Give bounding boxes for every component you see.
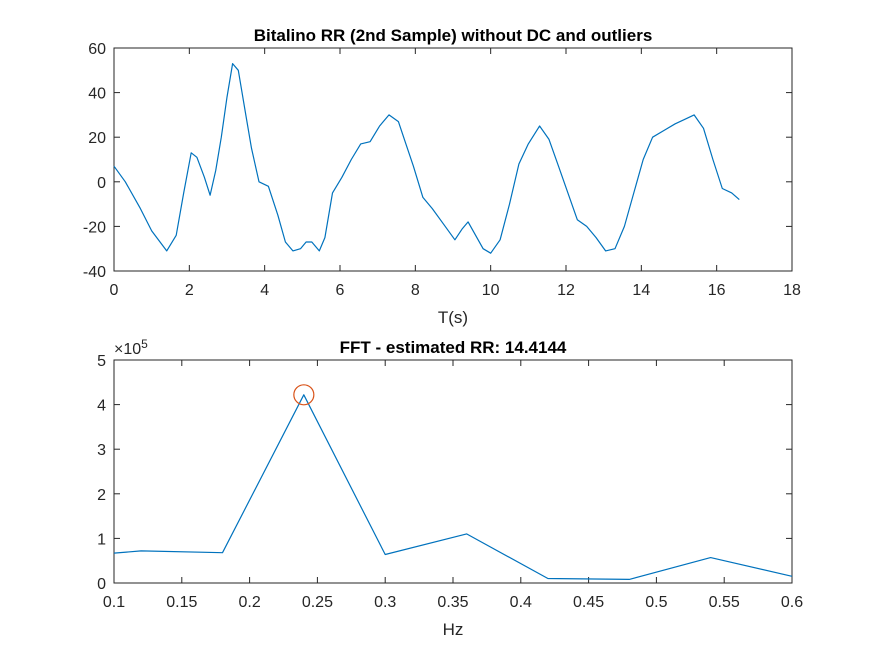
time-signal-x-tick-label: 12 (557, 282, 575, 299)
fft-plot: FFT - estimated RR: 14.4144 ×105 0.1 0.15… (97, 337, 803, 639)
fft-y-tick-label: 3 (97, 442, 106, 459)
fft-x-tick-label: 0.5 (645, 594, 667, 611)
time-signal-x-tick-label: 4 (260, 282, 269, 299)
time-signal-series-line (113, 63, 740, 254)
fft-x-tick-label: 0.55 (709, 594, 740, 611)
fft-x-tick-label: 0.6 (781, 594, 803, 611)
time-signal-y-tick-label: 20 (88, 130, 106, 147)
fft-series-line (113, 394, 793, 580)
time-signal-x-tick-label: 2 (185, 282, 194, 299)
time-signal-x-label: T(s) (438, 308, 468, 327)
fft-x-tick-label: 0.25 (302, 594, 333, 611)
fft-title: FFT - estimated RR: 14.4144 (340, 338, 567, 357)
time-signal-x-tick-label: 18 (783, 282, 801, 299)
time-signal-y-tick-label: 60 (88, 41, 106, 58)
fft-y-tick-label: 0 (97, 576, 106, 593)
fft-x-tick-label: 0.3 (374, 594, 396, 611)
fft-y-tick-label: 2 (97, 487, 106, 504)
fft-x-tick-label: 0.1 (103, 594, 125, 611)
fft-y-tick-label: 5 (97, 353, 106, 370)
fft-peak-marker (293, 384, 315, 406)
fft-plot-area (113, 359, 793, 584)
fft-y-tick-label: 4 (97, 398, 106, 415)
time-signal-y-tick-label: -40 (83, 264, 106, 281)
fft-x-label: Hz (443, 620, 464, 639)
time-signal-x-tick-label: 0 (110, 282, 119, 299)
fft-x-ticks: 0.1 0.15 0.2 0.25 0.3 0.35 0.4 0.45 0.5 0.55 0.6 (103, 360, 803, 611)
time-signal-x-tick-label: 16 (708, 282, 726, 299)
time-signal-x-tick-label: 8 (411, 282, 420, 299)
time-signal-y-tick-label: 0 (97, 175, 106, 192)
time-signal-x-tick-label: 14 (632, 282, 650, 299)
time-signal-plot-area (113, 47, 793, 272)
fft-y-ticks: 0 1 2 3 4 5 (97, 353, 792, 593)
time-signal-x-tick-label: 10 (482, 282, 500, 299)
time-signal-x-tick-label: 6 (336, 282, 345, 299)
fft-x-tick-label: 0.2 (238, 594, 260, 611)
fft-x-tick-label: 0.4 (510, 594, 532, 611)
fft-x-tick-label: 0.35 (437, 594, 468, 611)
time-signal-plot: Bitalino RR (2nd Sample) without DC and … (83, 26, 801, 327)
time-signal-title: Bitalino RR (2nd Sample) without DC and … (254, 26, 653, 45)
fft-y-multiplier: ×105 (114, 337, 148, 358)
fft-x-tick-label: 0.45 (573, 594, 604, 611)
time-signal-x-ticks: 0 2 4 6 8 10 12 14 16 18 (110, 48, 801, 299)
time-signal-y-tick-label: -20 (83, 219, 106, 236)
time-signal-y-ticks: -40 -20 0 20 40 60 (83, 41, 792, 281)
time-signal-y-tick-label: 40 (88, 86, 106, 103)
fft-y-tick-label: 1 (97, 531, 106, 548)
fft-x-tick-label: 0.15 (166, 594, 197, 611)
